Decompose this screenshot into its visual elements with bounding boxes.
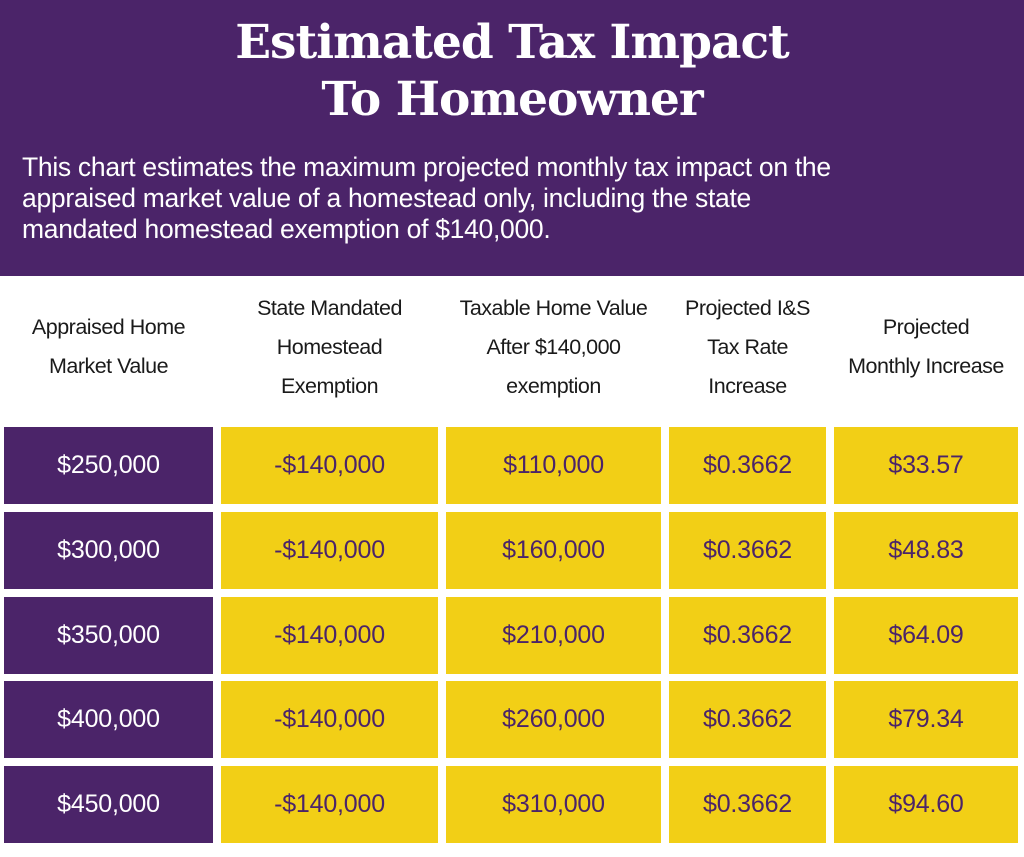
column-header-line: Market Value — [48, 354, 169, 378]
table-cell-exemption: -$140,000 — [221, 427, 438, 504]
table-cell-exemption: -$140,000 — [221, 766, 438, 843]
description-line-2: appraised market value of a homestead on… — [22, 183, 751, 213]
title-banner: Estimated Tax Impact To Homeowner This c… — [0, 0, 1024, 276]
title-line-2: To Homeowner — [321, 72, 703, 127]
table-cell-rate: $0.3662 — [669, 597, 826, 674]
chart-title: Estimated Tax Impact To Homeowner — [0, 14, 1024, 128]
description-line-1: This chart estimates the maximum project… — [22, 152, 831, 182]
chart-description: This chart estimates the maximum project… — [22, 152, 1012, 245]
table-cell-exemption: -$140,000 — [221, 597, 438, 674]
table-cell-monthly: $64.09 — [834, 597, 1018, 674]
table-cell-appraised: $450,000 — [4, 766, 213, 843]
column-header-line: Projected — [882, 315, 970, 339]
table-cell-rate: $0.3662 — [669, 681, 826, 758]
column-header-taxable: Taxable Home Value After $140,000 exemptio… — [446, 288, 661, 406]
column-header-line: Projected I&S — [685, 295, 810, 320]
table-cell-appraised: $400,000 — [4, 681, 213, 758]
column-header-line: Monthly Increase — [848, 354, 1004, 378]
column-header-line: Tax Rate — [707, 334, 788, 359]
table-cell-rate: $0.3662 — [669, 427, 826, 504]
column-header-line: Taxable Home Value — [459, 295, 648, 320]
description-line-3: mandated homestead exemption of $140,000… — [22, 214, 551, 244]
column-header-line: Increase — [708, 373, 787, 398]
table-cell-taxable: $110,000 — [446, 427, 661, 504]
column-header-rate: Projected I&S Tax Rate Increase — [669, 288, 826, 406]
column-header-exemption: State Mandated Homestead Exemption — [221, 288, 438, 406]
table-cell-taxable: $310,000 — [446, 766, 661, 843]
table-cell-taxable: $260,000 — [446, 681, 661, 758]
column-header-line: Exemption — [280, 373, 379, 398]
title-line-1: Estimated Tax Impact — [235, 15, 790, 70]
table-cell-appraised: $250,000 — [4, 427, 213, 504]
table-cell-taxable: $210,000 — [446, 597, 661, 674]
table-cell-monthly: $33.57 — [834, 427, 1018, 504]
column-header-line: State Mandated — [257, 295, 402, 320]
table-cell-appraised: $300,000 — [4, 512, 213, 589]
column-header-line: exemption — [506, 373, 601, 398]
table-cell-monthly: $79.34 — [834, 681, 1018, 758]
table-cell-appraised: $350,000 — [4, 597, 213, 674]
table-cell-rate: $0.3662 — [669, 766, 826, 843]
column-header-line: Appraised Home — [31, 315, 186, 339]
table-cell-rate: $0.3662 — [669, 512, 826, 589]
column-header-appraised: Appraised Home Market Value — [4, 288, 213, 406]
column-header-monthly: Projected Monthly Increase — [834, 288, 1018, 406]
table-cell-exemption: -$140,000 — [221, 512, 438, 589]
table-cell-taxable: $160,000 — [446, 512, 661, 589]
table-cell-monthly: $48.83 — [834, 512, 1018, 589]
column-header-line: After $140,000 — [486, 334, 621, 359]
table-cell-monthly: $94.60 — [834, 766, 1018, 843]
column-header-line: Homestead — [276, 334, 383, 359]
table-cell-exemption: -$140,000 — [221, 681, 438, 758]
